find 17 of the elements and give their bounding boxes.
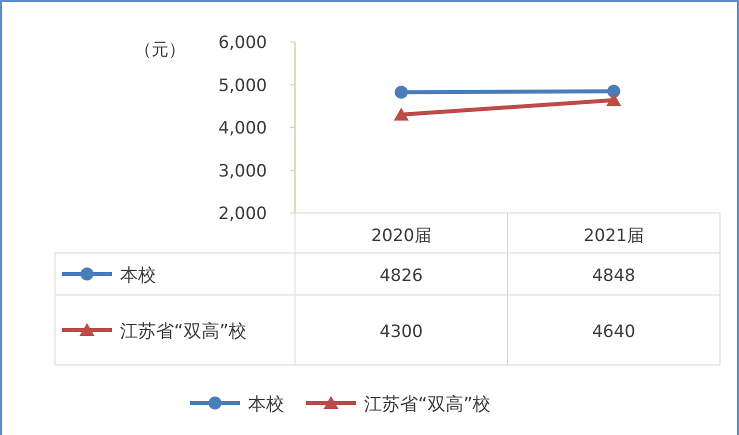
y-tick-label: 2,000 <box>218 204 267 224</box>
legend-label: 本校 <box>120 265 156 286</box>
y-axis-title: （元） <box>134 40 186 60</box>
x-tick-label: 2021届 <box>584 226 644 246</box>
y-tick-label: 4,000 <box>218 118 267 138</box>
data-label: 4640 <box>592 322 636 342</box>
y-tick-label: 6,000 <box>218 33 267 53</box>
text: 本校 <box>248 394 284 415</box>
point <box>394 86 408 99</box>
data-label: 4300 <box>380 322 423 342</box>
x-tick-label: 2020届 <box>371 226 432 246</box>
data-label: 4826 <box>380 266 423 286</box>
data-label: 4848 <box>592 266 636 286</box>
legend-label: 江苏省“双高”校 <box>120 321 247 342</box>
y-tick-label: 3,000 <box>218 161 267 182</box>
y-tick-label: 5,000 <box>218 76 267 96</box>
text: 江苏省“双高”校 <box>364 394 491 415</box>
